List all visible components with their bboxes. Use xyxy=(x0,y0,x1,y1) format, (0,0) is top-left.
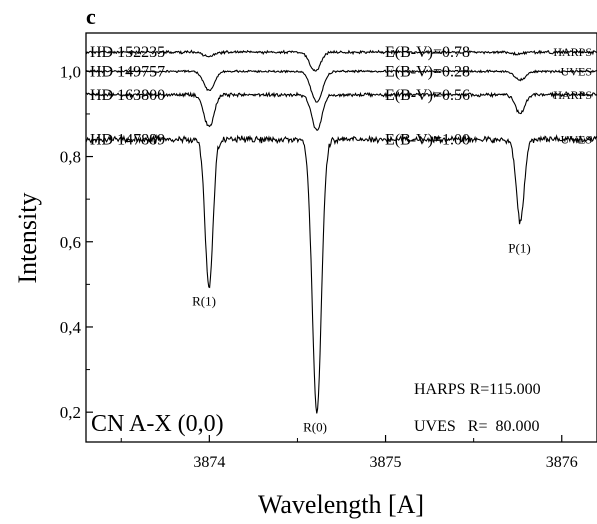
instrument-label: HARPS xyxy=(553,88,592,102)
y-tick-label: 0,2 xyxy=(60,403,81,422)
uves-resolution-annotation: UVES R= 80.000 xyxy=(414,418,539,435)
spectrum-line-series-2 xyxy=(85,90,597,131)
ticks-layer: 0,2 0,4 0,6 0,8 1,0 3874 3875 3876 xyxy=(60,62,578,471)
instrument-label: UVES xyxy=(561,133,592,147)
harps-resolution-annotation: HARPS R=115.000 xyxy=(414,381,541,398)
instrument-label: HARPS xyxy=(553,45,592,59)
x-axis-label: Wavelength [A] xyxy=(258,490,424,519)
ebv-label: E(B-V)=0.28 xyxy=(385,63,470,80)
x-tick-label: 3876 xyxy=(546,454,578,471)
panel-letter: c xyxy=(86,4,96,29)
line-id-label: R(1) xyxy=(192,294,216,309)
ebv-label: E(B-V)=0.56 xyxy=(385,87,470,104)
star-label: HD 163800 xyxy=(90,87,165,104)
spectrum-line-series-0 xyxy=(85,49,597,72)
line-id-label: R(0) xyxy=(303,419,327,434)
line-id-label: P(1) xyxy=(508,240,530,255)
star-label: HD 152235 xyxy=(90,44,165,61)
ebv-label: E(B-V)=0.78 xyxy=(385,44,470,61)
spectrum-line-series-3 xyxy=(85,133,597,414)
x-tick-label: 3874 xyxy=(193,454,225,471)
y-tick-label: 0,8 xyxy=(60,148,81,167)
molecule-annotation: CN A-X (0,0) xyxy=(91,411,224,437)
y-tick-label: 0,4 xyxy=(60,318,82,337)
ebv-label: E(B-V)=1.00 xyxy=(385,132,470,149)
series-layer xyxy=(85,49,597,414)
star-label: HD 147889 xyxy=(90,132,165,149)
spectrum-line-series-1 xyxy=(85,69,597,103)
star-label: HD 149757 xyxy=(90,63,165,80)
y-tick-label: 0,6 xyxy=(60,233,81,252)
y-axis-label: Intensity xyxy=(13,193,42,284)
y-tick-label: 1,0 xyxy=(60,62,81,81)
labels-layer: HD 152235 E(B-V)=0.78 HARPS HD 149757 E(B-V)… xyxy=(90,44,592,434)
instrument-label: UVES xyxy=(561,64,592,78)
plot-frame xyxy=(85,32,597,443)
x-tick-label: 3875 xyxy=(370,454,402,471)
